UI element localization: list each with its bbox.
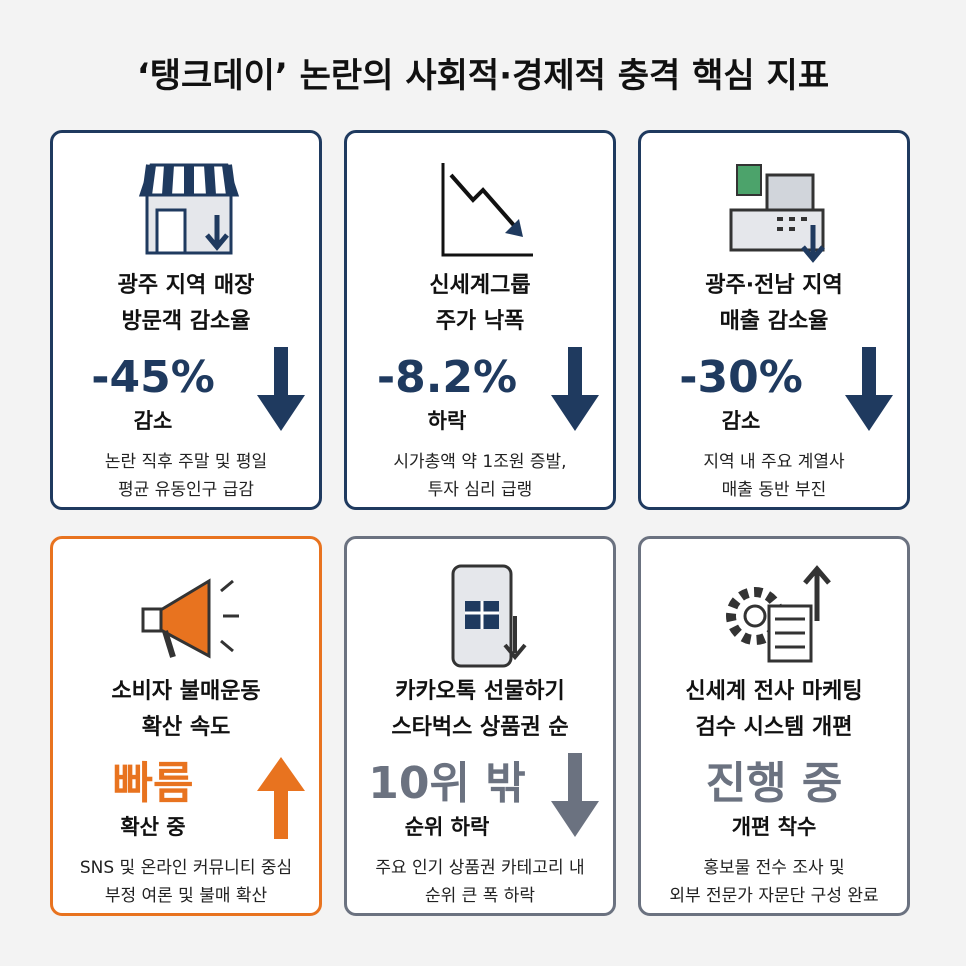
trend-arrow	[845, 347, 893, 431]
label-line: 신세계그룹	[429, 273, 531, 298]
icon	[141, 578, 239, 659]
icon	[726, 565, 831, 663]
card-sublabel: 개편 착수	[731, 815, 817, 839]
icon	[451, 564, 527, 668]
label-line: 방문객 감소율	[121, 309, 251, 334]
card-description: 시가총액 약 1조원 증발, 투자 심리 급랭	[347, 448, 613, 504]
label-line: 매출 감소율	[719, 309, 829, 334]
icon	[441, 163, 533, 257]
description-line: 매출 동반 부진	[721, 480, 827, 500]
description-line: SNS 및 온라인 커뮤니티 중심	[79, 858, 293, 878]
description-line: 논란 직후 주말 및 평일	[104, 452, 268, 472]
card-sublabel: 하락	[427, 409, 467, 433]
description-line: 주요 인기 상품권 카테고리 내	[375, 858, 585, 878]
label-line: 광주 지역 매장	[117, 273, 255, 298]
description-line: 평균 유동인구 급감	[118, 480, 254, 500]
label-line: 광주·전남 지역	[705, 273, 843, 298]
label-line: 확산 속도	[141, 715, 231, 740]
card-sublabel: 순위 하락	[404, 815, 490, 839]
card-sublabel: 확산 중	[120, 815, 186, 839]
label-line: 신세계 전사 마케팅	[685, 679, 863, 704]
trend-arrow	[257, 347, 305, 431]
label-line: 스타벅스 상품권 순	[391, 715, 569, 740]
card-value: -30%	[679, 352, 803, 403]
card-sublabel: 감소	[133, 409, 173, 433]
label-line: 카카오톡 선물하기	[395, 679, 565, 704]
description-line: 투자 심리 급랭	[427, 480, 533, 500]
description-line: 지역 내 주요 계열사	[703, 452, 845, 472]
label-line: 검수 시스템 개편	[695, 715, 853, 740]
description-line: 외부 전문가 자문단 구성 완료	[669, 886, 879, 906]
icon	[138, 163, 240, 255]
card-value: -8.2%	[376, 352, 518, 403]
card-value: 빠름	[112, 758, 194, 809]
icon	[729, 164, 825, 263]
card-value: 진행 중	[705, 758, 843, 809]
description-line: 홍보물 전수 조사 및	[703, 858, 845, 878]
trend-arrow	[257, 757, 305, 839]
description-line: 시가총액 약 1조원 증발,	[393, 452, 567, 472]
label-line: 소비자 불매운동	[111, 679, 261, 704]
card-value: -45%	[91, 352, 215, 403]
description-line: 부정 여론 및 불매 확산	[104, 886, 268, 906]
card-value: 10위 밖	[368, 758, 526, 809]
description-line: 순위 큰 폭 하락	[424, 886, 536, 906]
trend-arrow	[551, 753, 599, 837]
title: ‘탱크데이’ 논란의 사회적·경제적 충격 핵심 지표	[136, 56, 830, 96]
label-line: 주가 낙폭	[435, 309, 525, 334]
card-sublabel: 감소	[721, 409, 761, 433]
trend-arrow	[551, 347, 599, 431]
